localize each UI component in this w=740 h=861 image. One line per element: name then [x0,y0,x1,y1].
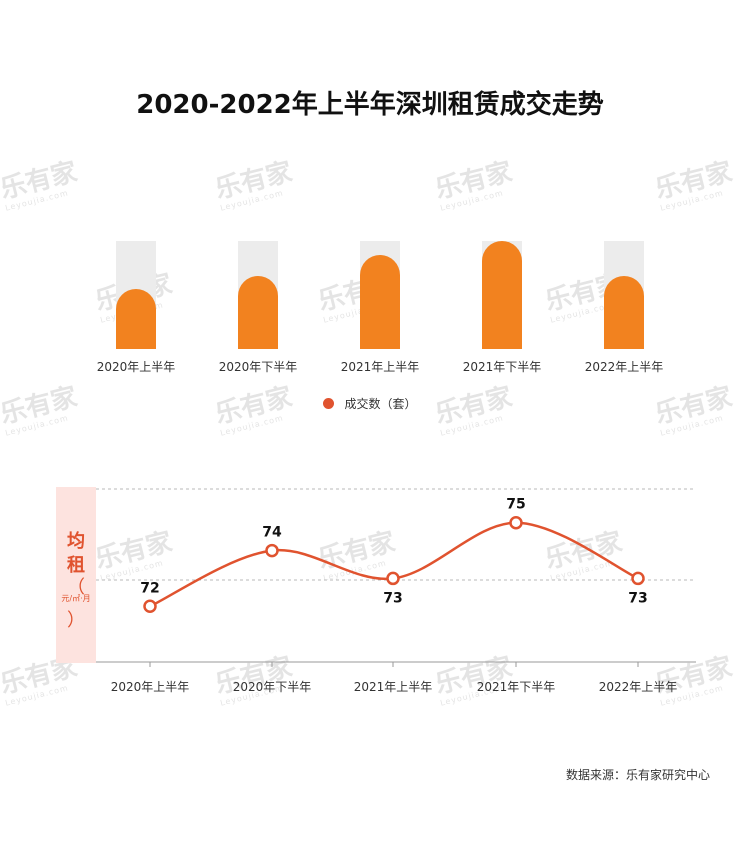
data-point [143,599,157,614]
ylabel-paren-close: ） [67,610,85,631]
bar-legend: 成交数（套） [0,395,740,412]
bar-category-label: 2022年上半年 [584,360,664,374]
data-label: 72 [140,580,159,596]
line-category-label: 2021年上半年 [353,680,433,694]
data-point [509,515,523,530]
ylabel-char: 均 [67,531,85,552]
bar-2020年下半年 [238,275,278,349]
line-category-label: 2021年下半年 [476,680,556,694]
data-source: 数据来源：乐有家研究中心 [565,768,710,782]
data-label: 74 [262,525,282,541]
bar-2022年上半年 [604,275,644,349]
bar-category-label: 2020年上半年 [96,360,176,374]
chart-title: 2020-2022年上半年深圳租赁成交走势 [136,90,604,120]
data-label: 73 [383,590,402,606]
data-point [386,571,400,586]
data-point [265,543,279,558]
ylabel-char: 租 [67,555,85,576]
ylabel-unit: 元/㎡·月 [61,594,91,603]
ylabel-paren-open: （ [67,577,85,598]
bar-2021年上半年 [360,255,400,349]
bar-category-label: 2021年下半年 [462,360,542,374]
line-category-label: 2020年上半年 [110,680,190,694]
legend-dot-icon [323,398,335,409]
bar-category-label: 2021年上半年 [340,360,420,374]
bar-2021年下半年 [482,241,522,349]
line-category-label: 2020年下半年 [232,680,312,694]
ylabel-background [56,487,96,663]
bar-2020年上半年 [116,288,156,349]
data-label: 73 [628,590,647,606]
legend-label: 成交数（套） [344,397,417,411]
data-point [631,571,645,586]
bar-category-label: 2020年下半年 [218,360,298,374]
line-category-label: 2022年上半年 [598,680,678,694]
data-label: 75 [506,497,525,513]
